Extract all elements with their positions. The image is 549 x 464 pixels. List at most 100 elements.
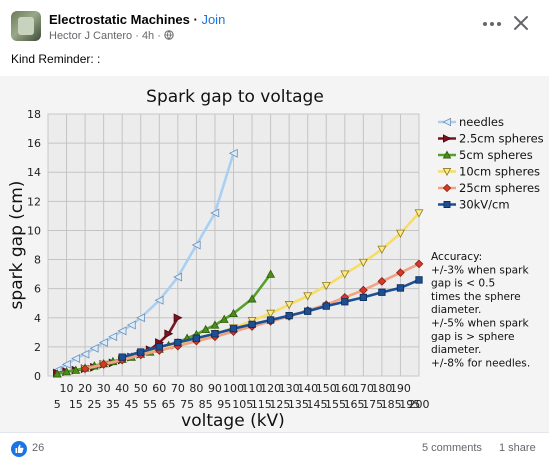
data-point	[377, 245, 387, 255]
reactions-count[interactable]: 26	[32, 442, 45, 454]
data-point	[266, 269, 276, 278]
post-time-link[interactable]: 4h	[141, 30, 155, 42]
data-point	[173, 313, 183, 323]
x-tick-label-lower: 35	[106, 398, 120, 411]
legend-label: 5cm spheres	[459, 148, 533, 162]
x-tick-label-upper: 90	[208, 382, 222, 395]
data-point	[98, 338, 108, 347]
series-0	[52, 148, 238, 375]
annotation-line: diameter.	[431, 304, 481, 316]
x-tick-label-lower: 145	[306, 398, 327, 411]
author-link[interactable]: Hector J Cantero	[49, 30, 133, 42]
data-point	[228, 148, 238, 158]
data-point	[248, 320, 256, 328]
data-point	[191, 240, 201, 250]
x-tick-label-lower: 165	[344, 398, 365, 411]
x-tick-label-lower: 75	[180, 398, 194, 411]
data-point	[201, 324, 211, 334]
x-tick-label-upper: 140	[297, 382, 318, 395]
legend-item: 5cm spheres	[438, 148, 533, 162]
data-point	[52, 369, 62, 378]
data-point	[80, 349, 90, 359]
y-tick-label: 18	[27, 108, 41, 121]
data-point	[137, 348, 145, 356]
post-header: Electrostatic Machines · Join Hector J C…	[0, 0, 549, 48]
data-point	[377, 277, 387, 286]
data-point	[303, 292, 313, 301]
post-footer: 26 5 comments 1 share	[0, 432, 549, 464]
more-options-button[interactable]	[480, 16, 504, 32]
data-point	[378, 288, 386, 296]
data-point	[247, 294, 257, 303]
annotation-line: gap is < 0.5	[431, 278, 495, 290]
legend-marker	[442, 117, 451, 127]
x-axis-label: voltage (kV)	[181, 411, 285, 431]
legend-marker	[443, 201, 451, 208]
title-separator: ·	[189, 12, 202, 27]
data-point	[211, 330, 219, 338]
x-tick-label-lower: 200	[409, 398, 430, 411]
data-point	[359, 293, 367, 302]
annotation-line: times the sphere	[431, 291, 521, 303]
data-point	[395, 229, 405, 238]
data-point	[154, 295, 164, 305]
x-tick-label-upper: 160	[334, 382, 355, 395]
close-icon	[514, 16, 528, 30]
x-tick-label-lower: 195	[399, 398, 420, 411]
shares-link[interactable]: 1 share	[499, 442, 536, 454]
x-tick-label-upper: 150	[316, 382, 337, 395]
y-axis-label: spark gap (cm)	[7, 181, 27, 310]
legend-marker	[442, 183, 452, 193]
data-point	[192, 334, 201, 342]
data-point	[321, 282, 331, 291]
group-title: Electrostatic Machines · Join	[49, 12, 225, 27]
x-tick-label-upper: 50	[134, 382, 148, 395]
x-tick-label-upper: 110	[242, 382, 263, 395]
data-point	[396, 284, 405, 292]
x-tick-label-lower: 115	[251, 398, 272, 411]
annotation-line: +/-3% when spark	[431, 264, 530, 276]
x-tick-label-upper: 100	[223, 382, 244, 395]
x-tick-label-lower: 125	[269, 398, 290, 411]
data-point	[118, 353, 126, 361]
legend-item: needles	[438, 115, 504, 129]
group-name-link[interactable]: Electrostatic Machines	[49, 12, 190, 27]
data-point	[285, 311, 293, 320]
data-point	[173, 272, 183, 282]
x-tick-label-upper: 40	[115, 382, 129, 395]
annotation-line: gap is > sphere	[431, 331, 515, 343]
y-tick-label: 12	[27, 195, 41, 208]
y-tick-label: 8	[34, 254, 41, 267]
chart-title: Spark gap to voltage	[146, 87, 324, 107]
data-point	[229, 308, 238, 318]
x-tick-label-lower: 135	[288, 398, 309, 411]
legend-label: 25cm spheres	[459, 181, 540, 195]
legend-item: 10cm spheres	[438, 165, 540, 179]
join-link[interactable]: Join	[201, 12, 226, 27]
group-avatar[interactable]	[11, 11, 41, 41]
data-point	[71, 354, 81, 363]
more-icon	[483, 22, 501, 26]
x-tick-label-lower: 85	[199, 398, 213, 411]
data-point	[219, 314, 229, 323]
post-image[interactable]: 0 2 4 6 8 10 12 14 16 18 10 20 30 40 50 60 70 80 90 100 110 1…	[0, 76, 549, 432]
annotation-line: diameter.	[431, 344, 481, 356]
y-tick-label: 6	[34, 283, 41, 296]
annotation-line: +/-5% when spark	[431, 318, 530, 330]
data-point	[284, 301, 294, 310]
close-button[interactable]	[512, 14, 530, 32]
x-tick-label-lower: 25	[87, 398, 101, 411]
comments-link[interactable]: 5 comments	[422, 442, 482, 454]
x-tick-label-lower: 155	[325, 398, 346, 411]
x-tick-label-lower: 95	[217, 398, 231, 411]
data-point	[80, 364, 90, 374]
x-tick-label-lower: 175	[362, 398, 383, 411]
meta-separator: ·	[132, 30, 142, 42]
x-tick-label-upper: 130	[279, 382, 300, 395]
like-icon[interactable]	[11, 441, 27, 457]
annotation-line: +/-8% for needles.	[431, 357, 530, 369]
x-tick-label-upper: 170	[353, 382, 374, 395]
legend-marker	[443, 134, 452, 143]
globe-icon	[164, 30, 174, 43]
